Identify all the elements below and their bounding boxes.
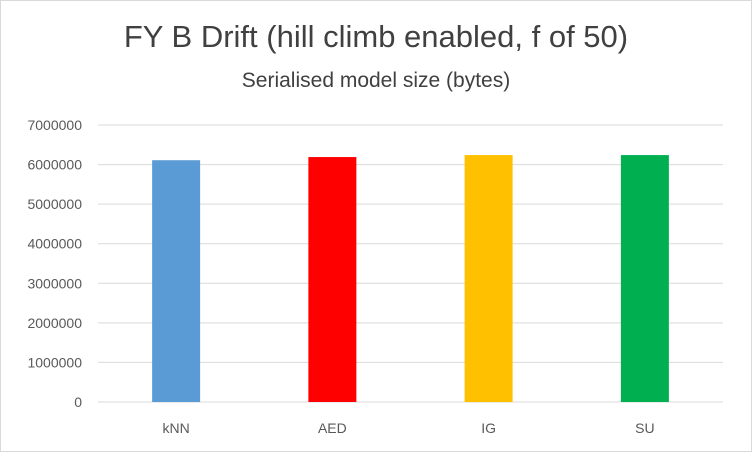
bar-ig	[464, 155, 513, 402]
x-tick-label: IG	[481, 420, 496, 436]
bar-knn	[152, 160, 201, 402]
bar-su	[620, 155, 669, 402]
y-tick-label: 6000000	[27, 157, 82, 173]
y-tick-label: 4000000	[27, 236, 82, 252]
bar-aed	[308, 157, 357, 402]
x-tick-label: SU	[635, 420, 654, 436]
y-tick-label: 1000000	[27, 354, 82, 370]
chart-title: FY B Drift (hill climb enabled, f of 50)	[123, 19, 629, 54]
y-tick-label: 3000000	[27, 275, 82, 291]
y-tick-label: 5000000	[27, 196, 82, 212]
chart-subtitle: Serialised model size (bytes)	[241, 69, 511, 92]
x-tick-label: AED	[318, 420, 347, 436]
x-tick-label: kNN	[163, 420, 190, 436]
y-tick-label: 2000000	[27, 315, 82, 331]
y-tick-label: 7000000	[27, 117, 82, 133]
y-tick-label: 0	[74, 394, 82, 410]
